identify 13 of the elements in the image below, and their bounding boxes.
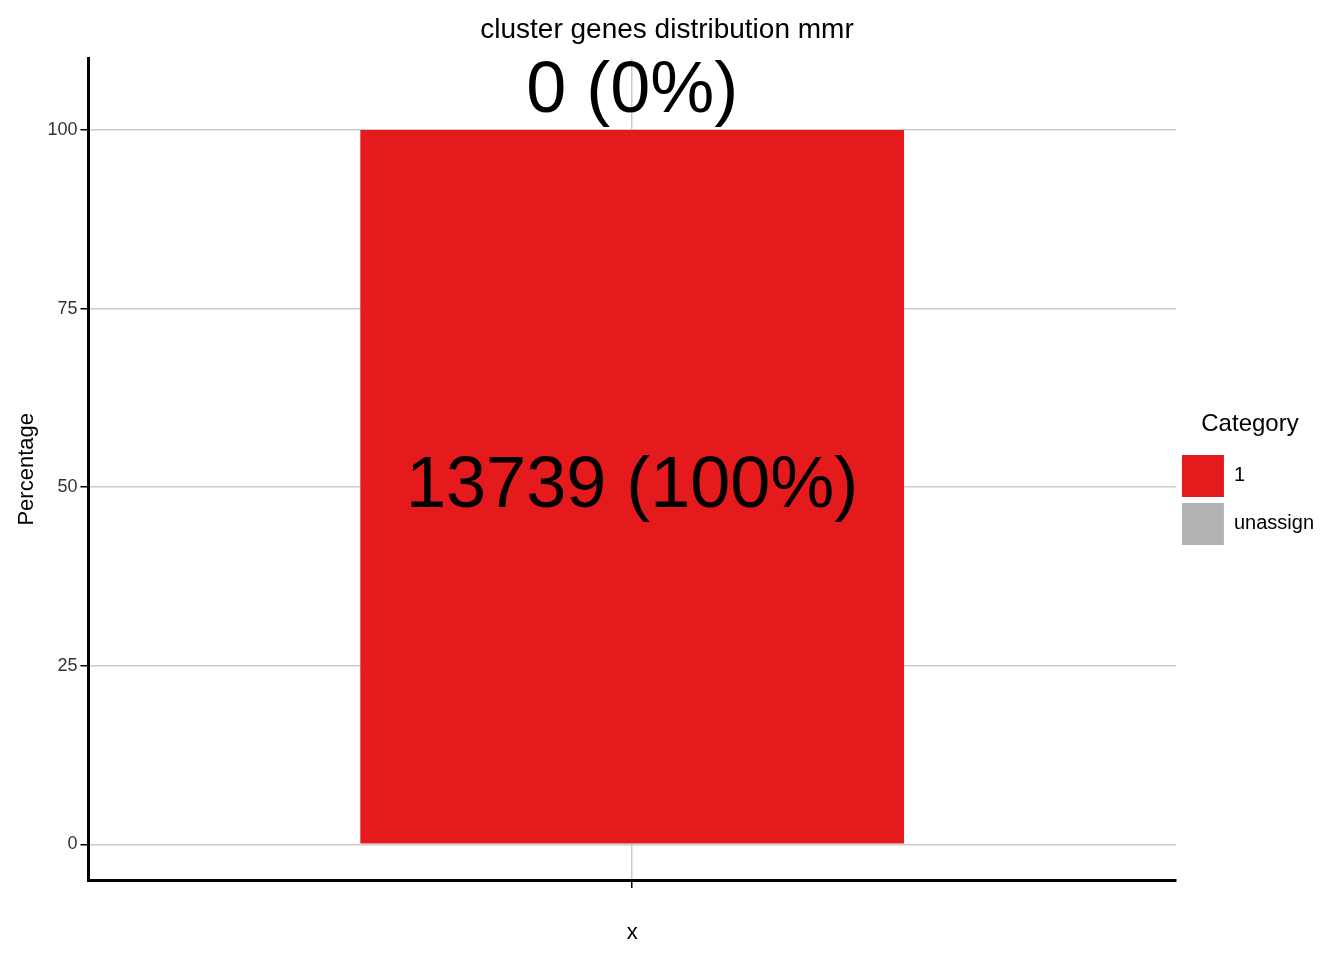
legend-label: 1	[1233, 463, 1246, 486]
data-label: 13739 (100%)	[406, 441, 859, 522]
y-axis-title: Percentage	[13, 413, 39, 526]
data-label: 0 (0%)	[526, 46, 739, 127]
y-tick-label: 25	[57, 654, 78, 675]
y-tick-label: 75	[57, 297, 78, 318]
legend-label: unassign	[1233, 511, 1314, 534]
chart-title: cluster genes distribution mmr	[480, 12, 854, 44]
y-tick-label: 0	[67, 833, 78, 854]
y-tick-label: 100	[47, 118, 78, 139]
legend-title: Category	[1201, 408, 1299, 436]
x-axis-title: x	[626, 918, 638, 944]
y-tick-label: 50	[57, 476, 78, 497]
